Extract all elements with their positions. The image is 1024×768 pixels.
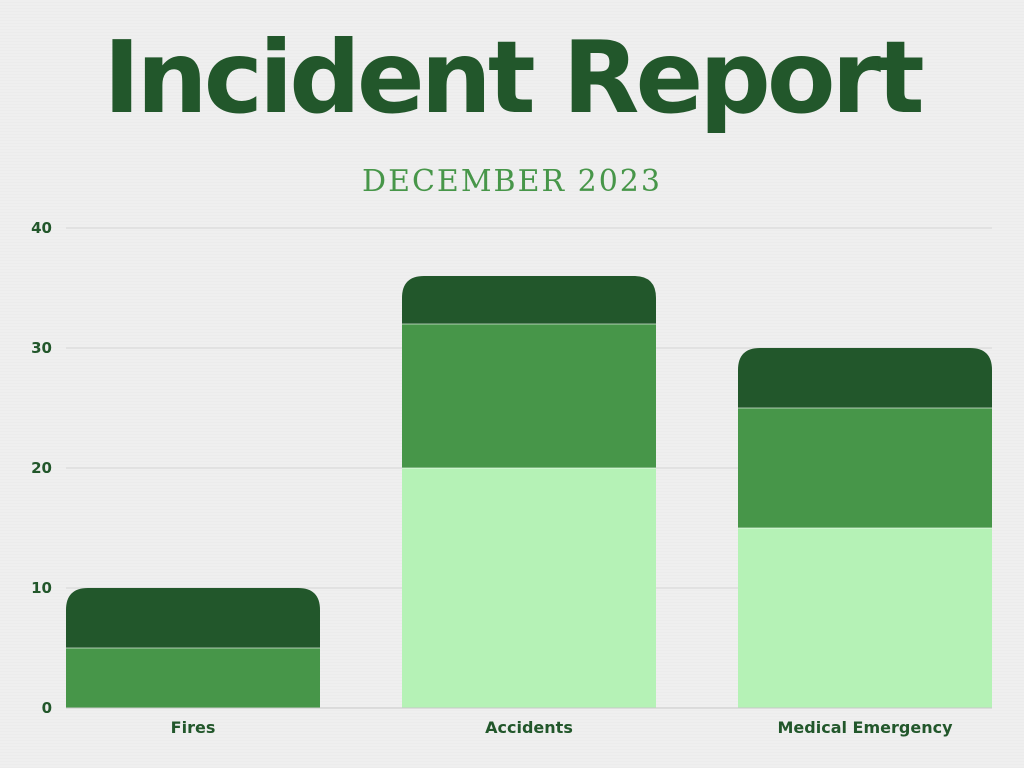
bar-accidents-segment-2 [402,276,656,324]
x-category-label: Fires [171,718,216,737]
chart-title: Incident Report [103,19,924,136]
x-category-label: Accidents [485,718,573,737]
bar-fires-segment-2 [66,588,320,648]
bar-accidents-segment-0 [402,468,656,708]
bar-accidents-segment-1 [402,324,656,468]
y-tick-label: 30 [31,339,52,357]
bar-medical-emergency-segment-0 [738,528,992,708]
y-tick-label: 20 [31,459,52,477]
bars [66,276,992,709]
y-axis-ticks: 0 10 20 30 40 [31,219,52,717]
chart-subtitle: DECEMBER 2023 [362,164,662,199]
x-axis-categories: Fires Accidents Medical Emergency [171,718,953,737]
x-category-label: Medical Emergency [778,718,954,737]
y-tick-label: 0 [42,699,52,717]
bar-fires-segment-1 [66,648,320,708]
y-tick-label: 10 [31,579,52,597]
bar-medical-emergency-segment-1 [738,408,992,528]
bar-medical-emergency-segment-2 [738,348,992,408]
y-tick-label: 40 [31,219,52,237]
